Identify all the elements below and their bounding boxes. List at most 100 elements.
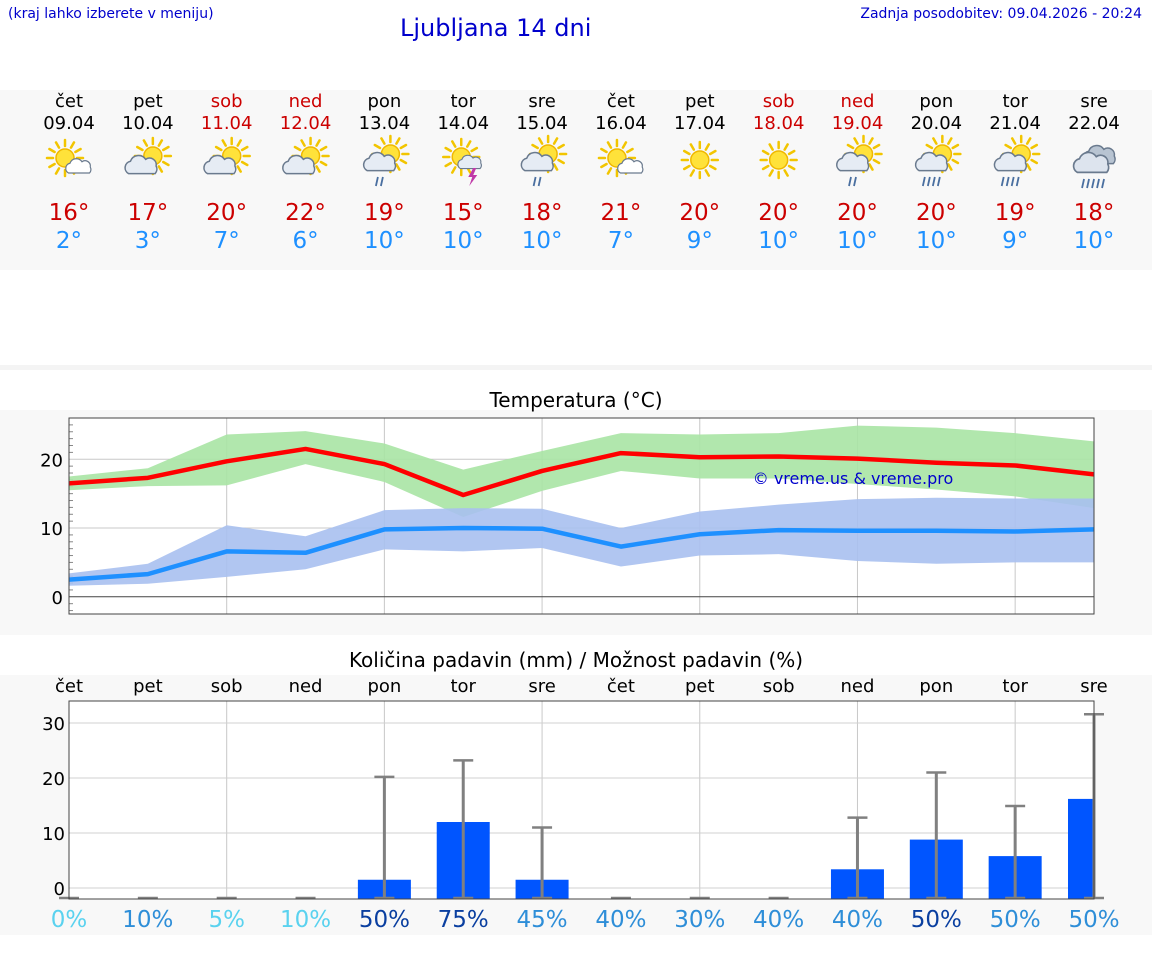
lightning-bolt — [468, 168, 478, 186]
cloud-body — [520, 151, 554, 172]
cloud-shape — [1072, 151, 1110, 174]
rain-drop — [1101, 178, 1105, 189]
sun-ray — [552, 137, 559, 145]
sun-ray — [925, 143, 934, 150]
day-date: 21.04 — [989, 113, 1041, 134]
rain-drop — [936, 176, 941, 187]
sun-ray — [293, 145, 302, 152]
cloud-body — [993, 151, 1027, 172]
precip-probability-label: 45% — [517, 907, 568, 933]
day-name: sre — [1080, 91, 1107, 112]
temp-max-value: 19° — [364, 200, 405, 226]
rain-drop — [1015, 176, 1020, 187]
sun-ray — [783, 169, 789, 177]
sun-ray — [380, 137, 386, 145]
cloud-shape — [993, 151, 1027, 172]
sun-thunder-icon — [442, 137, 482, 186]
sun-ray — [787, 149, 796, 156]
x-category-label: tor — [1002, 676, 1028, 697]
sun-ray — [600, 162, 608, 169]
sun-ray — [708, 149, 717, 156]
sun-ray — [947, 163, 953, 171]
sun-ray — [161, 145, 170, 152]
day-name: pon — [367, 91, 401, 112]
rain-drop — [380, 176, 384, 187]
sun-ray — [1030, 158, 1039, 165]
rain-drop — [532, 176, 537, 187]
sun-cloud-icon — [282, 136, 330, 176]
sun-ray — [682, 164, 691, 171]
cloud-body — [124, 154, 158, 175]
sun-ray — [54, 141, 61, 149]
location-menu-hint[interactable]: (kraj lahko izberete v meniju) — [8, 6, 214, 22]
sun-ray — [761, 149, 770, 156]
sun-cloud-rain-icon — [836, 134, 883, 187]
y-tick-label: 10 — [42, 824, 65, 845]
sun-ray — [853, 137, 859, 145]
temp-max-value: 17° — [127, 200, 168, 226]
cloud-body — [282, 154, 316, 175]
sun-ray — [1010, 137, 1017, 145]
day-name: sob — [763, 91, 795, 112]
cloud-body — [617, 158, 644, 174]
sun-ray — [600, 147, 608, 154]
plot-frame — [68, 417, 1095, 615]
sun-ray — [557, 143, 565, 150]
sun-cloud-rain-icon — [362, 134, 410, 187]
temp-max-value: 16° — [49, 200, 90, 226]
sun-ray — [451, 166, 457, 174]
x-category-label: pet — [133, 676, 163, 697]
precip-probability-label: 40% — [753, 907, 804, 933]
temp-min-value: 6° — [292, 228, 318, 254]
precip-probability-label: 75% — [438, 907, 489, 933]
day-date: 22.04 — [1068, 113, 1120, 134]
sun-ray — [319, 160, 328, 167]
forecast-band — [0, 90, 1152, 270]
last-update-timestamp: Zadnja posodobitev: 09.04.2026 - 20:24 — [860, 6, 1142, 22]
series-max-range-band — [69, 425, 1094, 518]
temp-max-value: 22° — [285, 200, 326, 226]
cloud-body — [836, 151, 870, 172]
y-tick-label: 30 — [42, 714, 65, 735]
day-name: sre — [528, 91, 555, 112]
temp-max-value: 18° — [522, 200, 563, 226]
sun-ray — [54, 167, 61, 175]
x-category-label: sre — [528, 676, 555, 697]
day-name: tor — [451, 91, 477, 112]
temp-max-value: 20° — [206, 200, 247, 226]
cloud-body — [914, 151, 949, 172]
sun-ray — [704, 169, 711, 177]
series-max-line — [68, 446, 1095, 498]
cloud-shape — [836, 151, 870, 172]
y-tick-label: 20 — [42, 769, 65, 790]
sun-ray — [1030, 143, 1039, 150]
day-name: ned — [841, 91, 875, 112]
sun-ray — [319, 145, 328, 152]
cloud-heavy-rain-icon — [1072, 144, 1116, 189]
precip-probability-label: 50% — [911, 907, 962, 933]
rain-drop — [537, 176, 542, 187]
sun-ray — [932, 137, 938, 145]
temp-max-value: 19° — [995, 200, 1036, 226]
sun-ray — [868, 163, 874, 171]
day-name: čet — [55, 91, 83, 112]
cloud-shape — [65, 158, 92, 174]
sun-ray — [621, 141, 628, 149]
day-date: 16.04 — [595, 113, 647, 134]
sun-ray — [531, 143, 539, 150]
sun-ray — [451, 140, 457, 148]
cloud-body — [65, 158, 92, 174]
sun-ray — [136, 145, 144, 152]
sun-ray — [537, 137, 544, 145]
sun-ray — [768, 143, 774, 151]
sun-cloud-rain-icon — [520, 134, 568, 187]
precip-probability-label: 50% — [990, 907, 1041, 933]
sun-shape — [680, 140, 720, 180]
sun-ray — [846, 143, 855, 150]
precip-probability-label: 40% — [595, 907, 646, 933]
sun-ray — [682, 149, 691, 156]
precip-probability-label: 40% — [832, 907, 883, 933]
sun-cloud-icon — [124, 136, 173, 176]
sun-ray — [157, 139, 164, 147]
series-min-range-band — [69, 497, 1094, 586]
